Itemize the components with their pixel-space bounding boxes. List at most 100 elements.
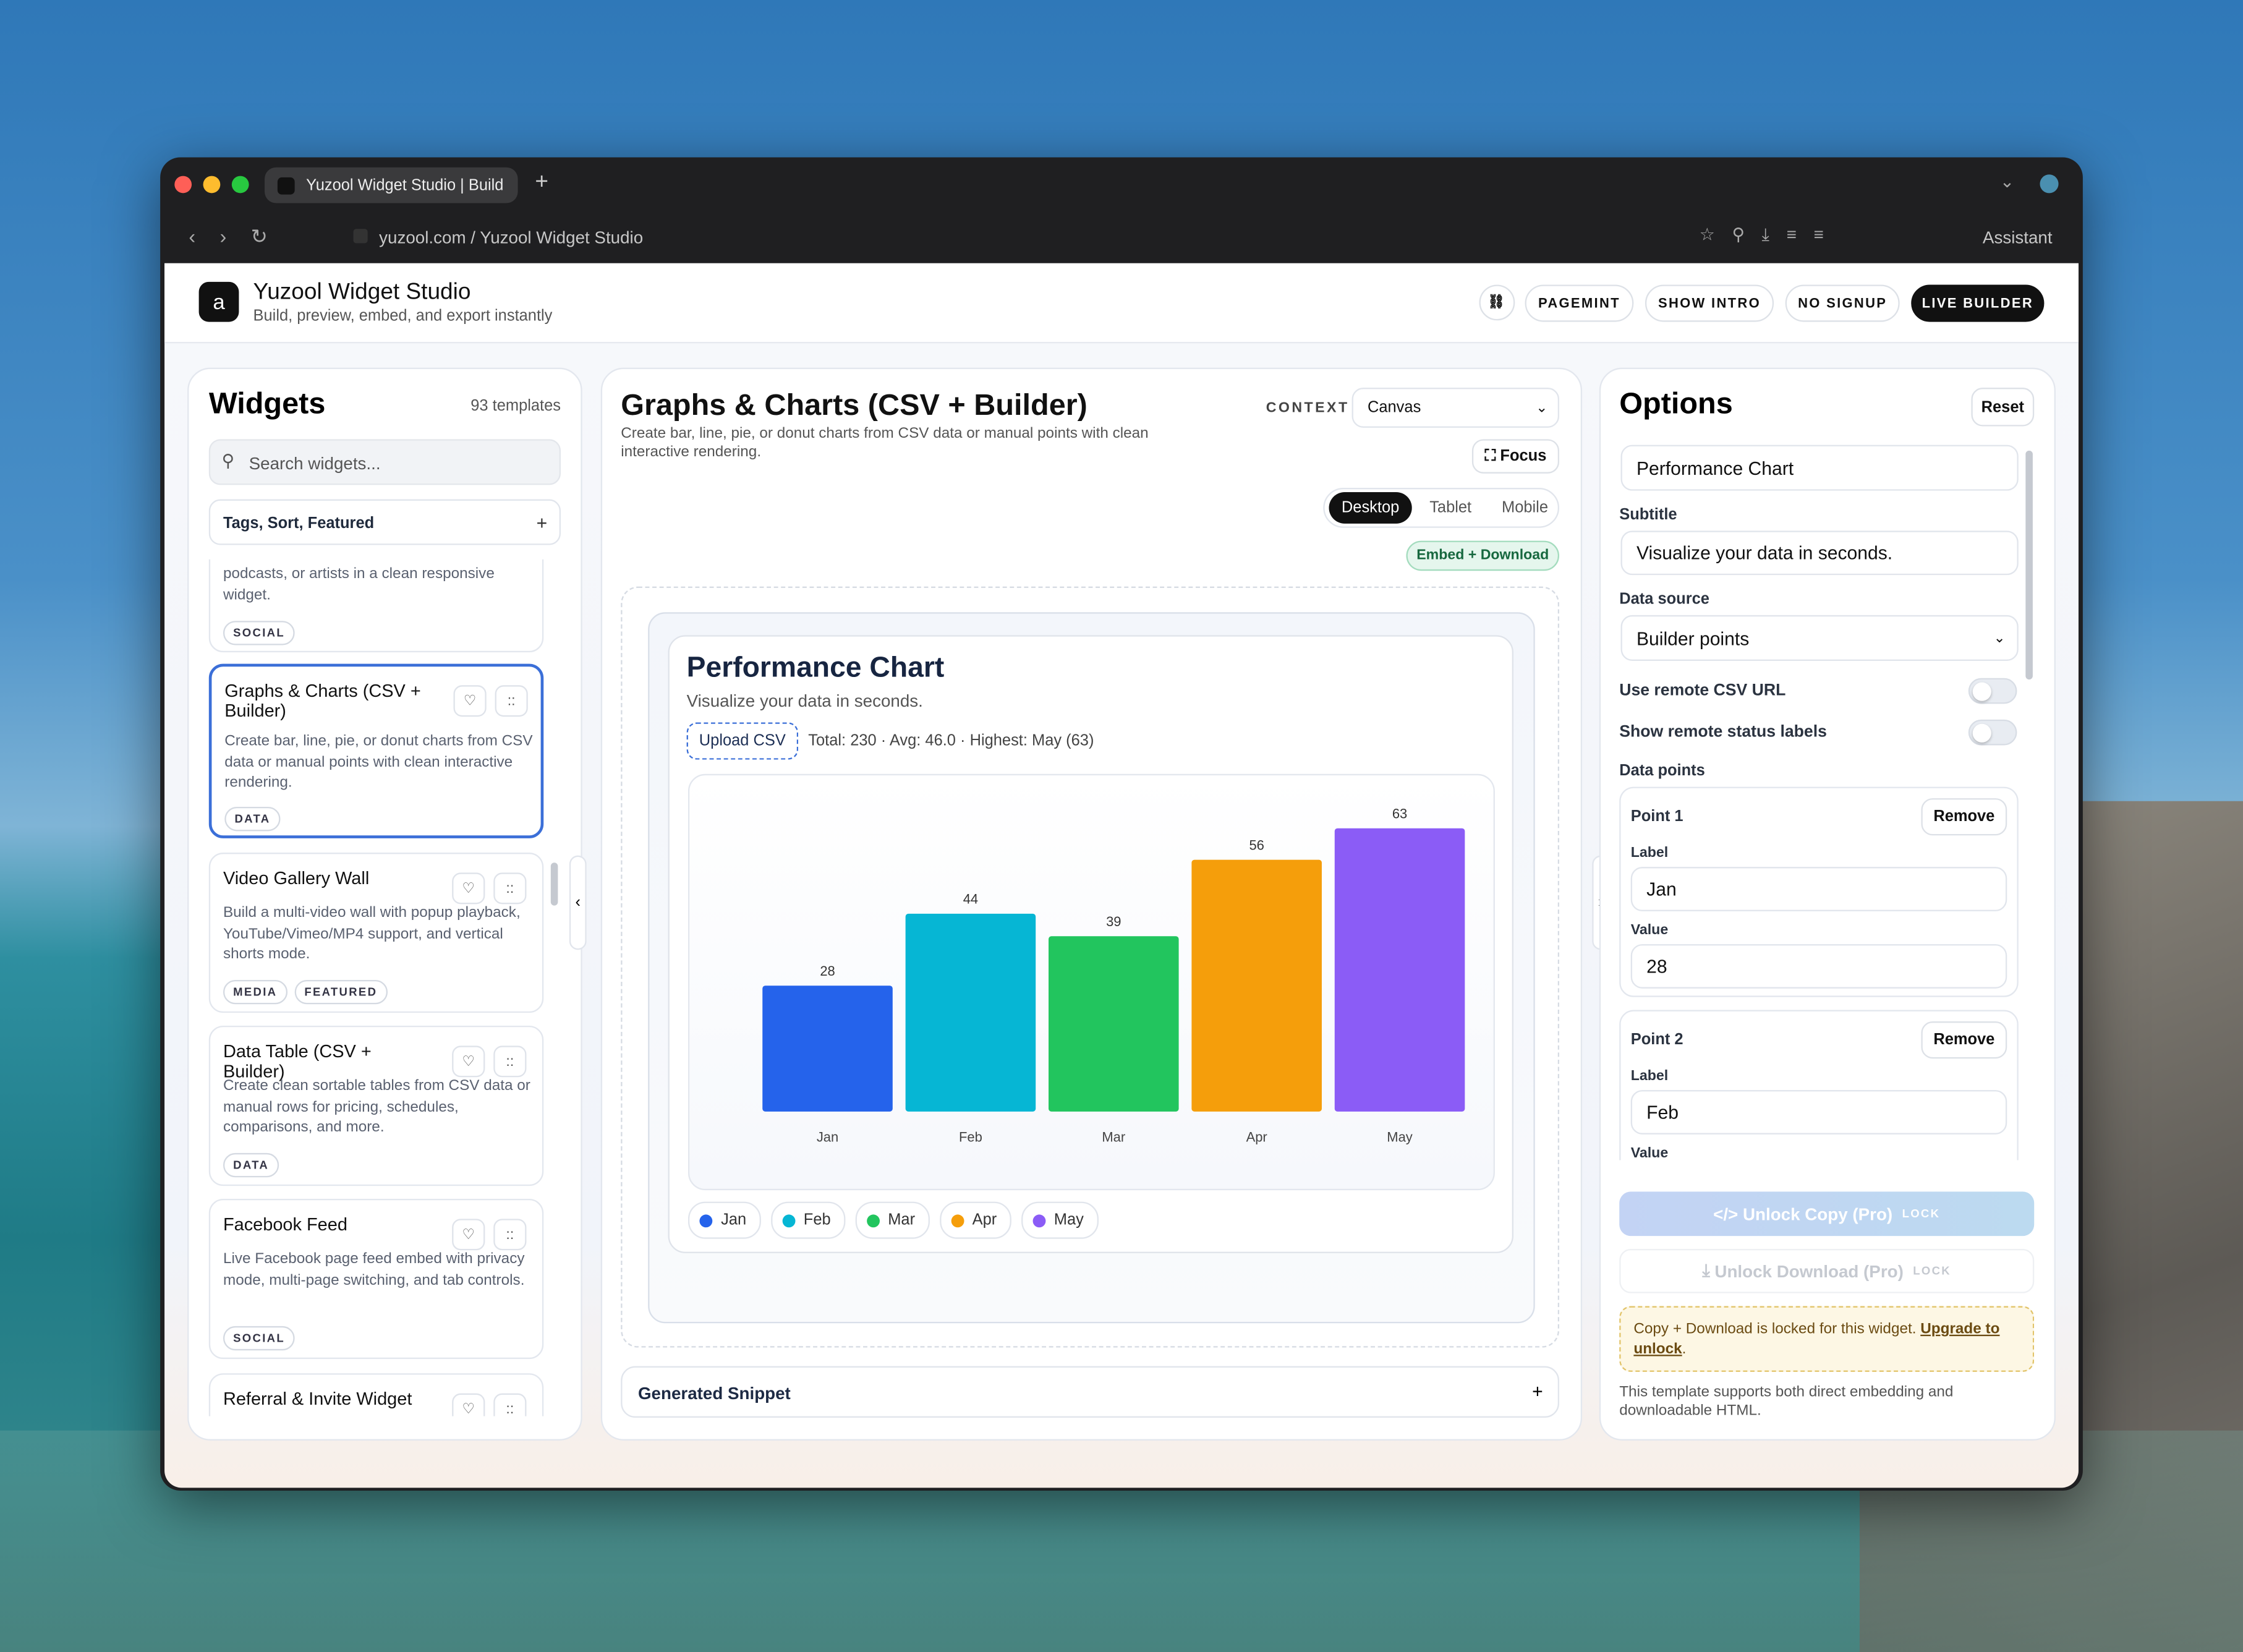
- data-label: 56: [1249, 837, 1264, 853]
- unlock-copy[interactable]: </> Unlock Copy (Pro) LOCK: [1619, 1191, 2035, 1237]
- widget-card[interactable]: podcasts, or artists in a clean responsi…: [208, 559, 544, 653]
- search-placeholder: Search widgets...: [249, 453, 381, 474]
- favorite-button[interactable]: ♡: [452, 872, 485, 905]
- header-button[interactable]: PAGEMINT: [1525, 284, 1634, 322]
- scrollbar[interactable]: [2025, 450, 2033, 680]
- remove-button[interactable]: Remove: [1921, 1021, 2007, 1059]
- notice-text: Copy + Download is locked for this widge…: [1633, 1320, 1917, 1338]
- widget-card[interactable]: Referral & Invite Widget ♡::: [208, 1373, 544, 1416]
- title-input[interactable]: Performance Chart: [1620, 445, 2019, 491]
- drag-handle[interactable]: ::: [493, 1393, 527, 1416]
- header-button[interactable]: SHOW INTRO: [1645, 284, 1774, 322]
- widget-name: Data Table (CSV + Builder): [223, 1041, 372, 1082]
- snippet-title: Generated Snippet: [637, 1383, 791, 1403]
- drag-handle[interactable]: ::: [493, 872, 527, 905]
- legend-item[interactable]: Apr: [939, 1201, 1011, 1239]
- point-name: Point 1: [1630, 808, 1683, 826]
- header-button[interactable]: NO SIGNUP: [1785, 284, 1900, 322]
- nav-buttons[interactable]: ‹›↻: [189, 224, 292, 248]
- toggle[interactable]: [1968, 719, 2017, 746]
- chart-title: Performance Chart: [686, 652, 945, 684]
- widget-card[interactable]: Graphs & Charts (CSV + Builder) ♡:: Create…: [208, 663, 544, 838]
- upload-csv[interactable]: Upload CSV: [686, 722, 799, 760]
- drag-handle[interactable]: ::: [495, 685, 528, 717]
- favorite-button[interactable]: ♡: [453, 685, 487, 717]
- collapse-left[interactable]: ‹: [569, 855, 587, 950]
- label-input[interactable]: Feb: [1630, 1090, 2007, 1135]
- device-tab[interactable]: Mobile: [1502, 499, 1549, 517]
- toolbar-icons[interactable]: ☆⚲⤓≡≡: [1699, 224, 1841, 245]
- device-tab[interactable]: Desktop: [1329, 492, 1412, 524]
- drag-handle[interactable]: ::: [493, 1045, 527, 1078]
- minimize-button[interactable]: [203, 176, 221, 194]
- tab-menu[interactable]: ⌄: [1999, 171, 2014, 192]
- widget-name: Referral & Invite Widget: [223, 1389, 412, 1410]
- options-scroll: Performance Chart Subtitle Visualize you…: [1611, 436, 2040, 1160]
- url[interactable]: yuzool.com / Yuzool Widget Studio: [379, 227, 644, 248]
- value-input[interactable]: 28: [1630, 944, 2007, 989]
- device-tab[interactable]: Tablet: [1429, 499, 1472, 517]
- reset-button[interactable]: Reset: [1971, 388, 2035, 427]
- unlock-download[interactable]: ⤓ Unlock Download (Pro) LOCK: [1619, 1248, 2035, 1293]
- widget-description: podcasts, or artists in a clean responsi…: [223, 564, 495, 603]
- drag-handle[interactable]: ::: [493, 1219, 527, 1251]
- focus-label: Focus: [1500, 448, 1547, 465]
- unlock-copy-label: Unlock Copy (Pro): [1742, 1204, 1893, 1224]
- logo[interactable]: a: [198, 281, 239, 322]
- upgrade-link[interactable]: Upgrade to unlock: [1633, 1320, 2000, 1358]
- widget-card[interactable]: Data Table (CSV + Builder) ♡:: Create clea…: [208, 1025, 544, 1186]
- bar-chart: 28 Jan 44 Feb 39 Mar 56 Apr 63 May: [762, 806, 1465, 1144]
- notice-end: .: [1682, 1340, 1687, 1358]
- assistant[interactable]: Assistant: [1982, 227, 2053, 248]
- focus-button[interactable]: ⛶ Focus: [1471, 439, 1560, 474]
- snippet-icon: +: [1532, 1380, 1543, 1402]
- new-tab[interactable]: +: [535, 170, 548, 195]
- app-title: Yuzool Widget Studio: [253, 280, 471, 305]
- legend-item[interactable]: Jan: [687, 1201, 761, 1239]
- chart-subtitle: Visualize your data in seconds.: [686, 691, 923, 711]
- scrollbar[interactable]: [550, 862, 558, 906]
- badge: Embed + Download: [1406, 540, 1560, 571]
- label-input[interactable]: Jan: [1630, 867, 2007, 911]
- canvas: [621, 586, 1560, 1348]
- widget-name: Facebook Feed: [223, 1214, 347, 1235]
- data-source-label: Data source: [1619, 590, 1709, 608]
- context-select[interactable]: Canvas ⌄: [1351, 388, 1560, 428]
- widget-tags: DATA: [224, 804, 287, 832]
- subtitle-label: Subtitle: [1619, 506, 1677, 524]
- favorite-button[interactable]: ♡: [452, 1219, 485, 1251]
- toggle-label: Use remote CSV URL: [1619, 682, 1786, 700]
- x-tick-label: Mar: [1102, 1129, 1125, 1144]
- x-tick-label: Jan: [817, 1129, 838, 1144]
- close-button[interactable]: [174, 176, 192, 194]
- widget-tags: SOCIAL: [223, 1323, 302, 1351]
- context-value: Canvas: [1367, 399, 1421, 417]
- widget-card[interactable]: Facebook Feed ♡:: Live Facebook page feed …: [208, 1198, 544, 1360]
- legend-label: Apr: [972, 1211, 997, 1229]
- favorite-button[interactable]: ♡: [452, 1045, 485, 1078]
- filter[interactable]: Tags, Sort, Featured +: [208, 499, 561, 545]
- search-box[interactable]: ⚲ Search widgets...: [208, 439, 561, 485]
- header-button[interactable]: LIVE BUILDER: [1911, 284, 2045, 322]
- legend-item[interactable]: Feb: [770, 1201, 845, 1239]
- tab[interactable]: Yuzool Widget Studio | Build: [265, 167, 518, 203]
- subtitle-input[interactable]: Visualize your data in seconds.: [1620, 530, 2019, 576]
- data-source-select[interactable]: Builder points ⌄: [1620, 615, 2019, 661]
- toggle[interactable]: [1968, 678, 2017, 704]
- tag: DATA: [224, 806, 281, 832]
- link-button[interactable]: ⛓: [1479, 284, 1515, 321]
- legend-swatch: [866, 1214, 880, 1227]
- legend-item[interactable]: May: [1021, 1201, 1099, 1239]
- legend-label: Jan: [721, 1211, 747, 1229]
- snippet-panel[interactable]: Generated Snippet +: [621, 1366, 1560, 1418]
- tag: DATA: [223, 1152, 279, 1178]
- favorite-button[interactable]: ♡: [452, 1393, 485, 1416]
- legend-item[interactable]: Mar: [855, 1201, 930, 1239]
- tab-title: Yuzool Widget Studio | Build: [306, 176, 504, 194]
- profile-icon[interactable]: [2040, 174, 2059, 194]
- remove-button[interactable]: Remove: [1921, 798, 2007, 836]
- widget-card[interactable]: Video Gallery Wall ♡:: Build a multi-video…: [208, 853, 544, 1013]
- plot-area: 28 Jan 44 Feb 39 Mar 56 Apr 63 May: [687, 773, 1495, 1191]
- zoom-button[interactable]: [231, 176, 249, 194]
